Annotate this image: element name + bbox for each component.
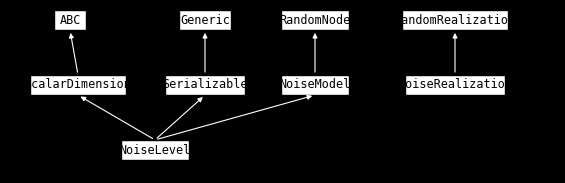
FancyBboxPatch shape: [121, 140, 189, 160]
FancyBboxPatch shape: [54, 10, 86, 30]
Text: RandomRealization: RandomRealization: [394, 14, 515, 27]
FancyBboxPatch shape: [179, 10, 232, 30]
FancyBboxPatch shape: [405, 75, 505, 95]
FancyBboxPatch shape: [166, 75, 245, 95]
FancyBboxPatch shape: [402, 10, 508, 30]
Text: Serializable: Serializable: [162, 79, 247, 92]
Text: Generic: Generic: [180, 14, 230, 27]
Text: NoiseModel: NoiseModel: [279, 79, 351, 92]
FancyBboxPatch shape: [281, 75, 349, 95]
FancyBboxPatch shape: [281, 10, 349, 30]
Text: ABC: ABC: [59, 14, 81, 27]
Text: NoiseRealization: NoiseRealization: [398, 79, 512, 92]
FancyBboxPatch shape: [31, 75, 125, 95]
Text: ScalarDimension: ScalarDimension: [24, 79, 132, 92]
Text: RandomNode: RandomNode: [279, 14, 351, 27]
Text: NoiseLevel: NoiseLevel: [119, 143, 190, 156]
